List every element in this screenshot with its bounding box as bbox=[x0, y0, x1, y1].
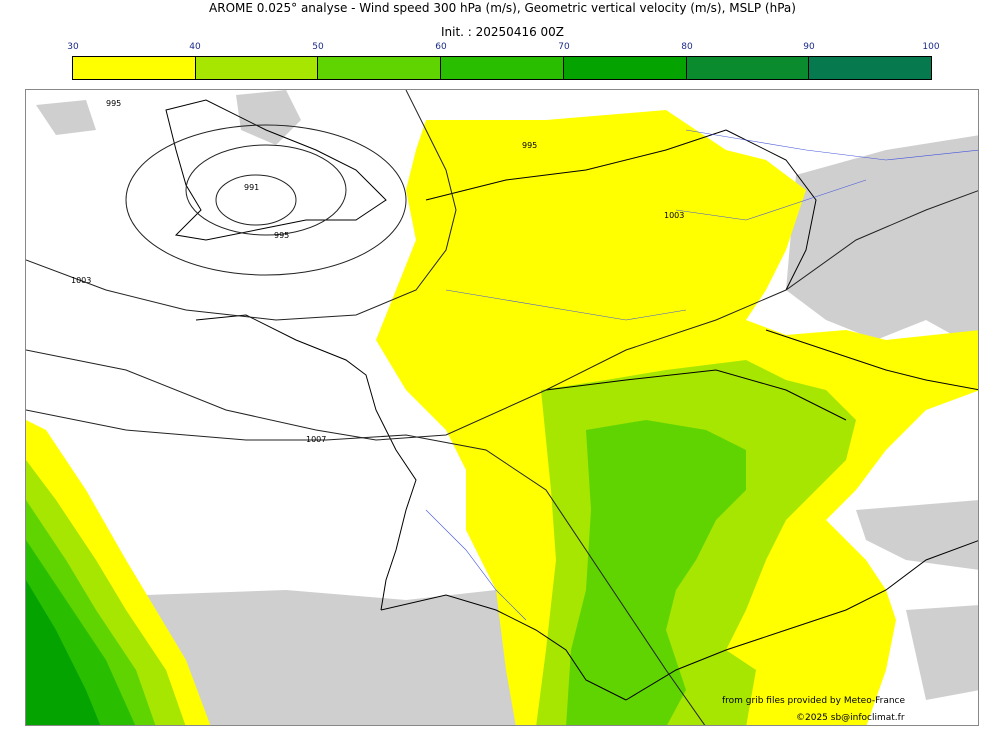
scale-cell-30-40 bbox=[73, 57, 196, 79]
wind-zone-50-60 bbox=[566, 420, 746, 725]
isobar-label-1007: 1007 bbox=[306, 435, 326, 444]
isobar-label-1003-east: 1003 bbox=[664, 211, 684, 220]
wind-zone-70-80 bbox=[26, 580, 101, 725]
map-title: AROME 0.025° analyse - Wind speed 300 hP… bbox=[209, 1, 796, 15]
scale-cell-40-50 bbox=[195, 57, 319, 79]
scale-label-40: 40 bbox=[189, 42, 201, 52]
coastlines bbox=[165, 99, 978, 701]
scale-label-30: 30 bbox=[67, 42, 79, 52]
isobars bbox=[26, 90, 978, 725]
isobar-label-995-west: 995 bbox=[274, 231, 289, 240]
copyright-credit: ©2025 sb@infoclimat.fr bbox=[796, 713, 905, 723]
map-canvas: 995 991 995 1003 1003 1007 995 bbox=[26, 90, 978, 725]
isobar-label-995-north-sea: 995 bbox=[522, 141, 537, 150]
scale-label-80: 80 bbox=[681, 42, 693, 52]
scale-cell-60-70 bbox=[441, 57, 564, 79]
gray-overlays bbox=[36, 90, 978, 725]
data-source-credit: from grib files provided by Meteo-France bbox=[722, 696, 906, 706]
scale-cell-50-60 bbox=[318, 57, 442, 79]
isobar-label-991: 991 bbox=[244, 183, 259, 192]
init-time: Init. : 20250416 00Z bbox=[440, 25, 565, 39]
rivers bbox=[425, 129, 978, 621]
color-scale-bar bbox=[72, 56, 932, 80]
scale-label-60: 60 bbox=[435, 42, 447, 52]
scale-label-100: 100 bbox=[922, 42, 940, 52]
weather-map[interactable]: 995 991 995 1003 1003 1007 995 bbox=[25, 89, 979, 726]
scale-cell-80-90 bbox=[686, 57, 810, 79]
scale-label-70: 70 bbox=[558, 42, 570, 52]
isobar-label-1003-west: 1003 bbox=[71, 276, 91, 285]
isobar-label-995-north: 995 bbox=[106, 99, 121, 108]
scale-label-50: 50 bbox=[312, 42, 324, 52]
scale-cell-90-100 bbox=[809, 57, 932, 79]
scale-label-90: 90 bbox=[803, 42, 815, 52]
scale-cell-70-80 bbox=[563, 57, 687, 79]
